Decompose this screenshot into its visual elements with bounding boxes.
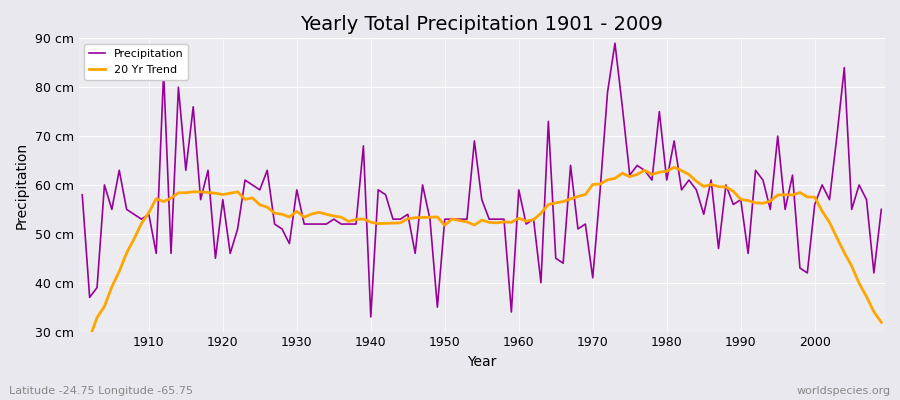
Line: 20 Yr Trend: 20 Yr Trend [82, 167, 881, 349]
20 Yr Trend [602, 178, 613, 182]
Precipitation [513, 188, 524, 192]
Precipitation [365, 314, 376, 319]
X-axis label: Year: Year [467, 355, 497, 369]
Precipitation [299, 222, 310, 226]
20 Yr Trend [876, 320, 886, 325]
Line: Precipitation: Precipitation [82, 43, 881, 317]
Precipitation [876, 207, 886, 212]
20 Yr Trend [76, 347, 87, 352]
Title: Yearly Total Precipitation 1901 - 2009: Yearly Total Precipitation 1901 - 2009 [301, 15, 663, 34]
20 Yr Trend [343, 219, 354, 224]
20 Yr Trend [299, 215, 310, 220]
Precipitation [521, 222, 532, 226]
Precipitation [136, 217, 147, 222]
Precipitation [609, 41, 620, 46]
Y-axis label: Precipitation: Precipitation [15, 141, 29, 228]
Text: Latitude -24.75 Longitude -65.75: Latitude -24.75 Longitude -65.75 [9, 386, 193, 396]
Precipitation [76, 192, 87, 197]
Legend: Precipitation, 20 Yr Trend: Precipitation, 20 Yr Trend [84, 44, 188, 80]
Precipitation [616, 104, 627, 109]
20 Yr Trend [136, 221, 147, 226]
20 Yr Trend [669, 165, 680, 170]
Text: worldspecies.org: worldspecies.org [796, 386, 891, 396]
20 Yr Trend [513, 216, 524, 220]
20 Yr Trend [506, 220, 517, 225]
Precipitation [343, 222, 354, 226]
